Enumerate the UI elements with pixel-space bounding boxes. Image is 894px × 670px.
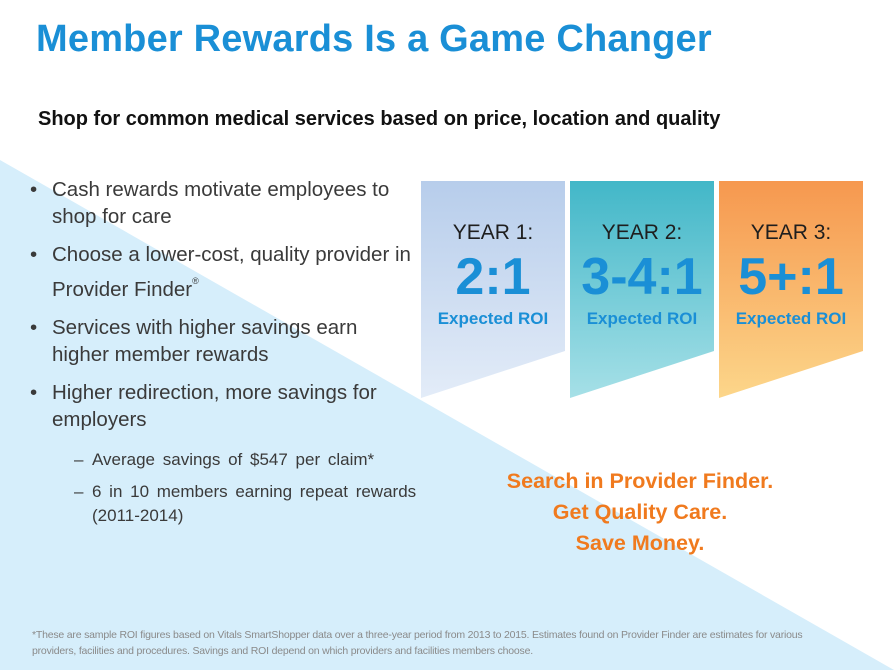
year-2-card (570, 181, 714, 398)
year-3-label: YEAR 3: (750, 221, 832, 244)
year-1-content: YEAR 1: 2:1 Expected ROI (418, 221, 568, 329)
call-to-action: Search in Provider Finder. Get Quality C… (470, 466, 810, 559)
slide-title: Member Rewards Is a Game Changer (36, 18, 712, 60)
bullet-dot-icon: • (30, 381, 38, 404)
bullet-text: Cash rewards motivate employees to shop … (52, 178, 390, 228)
footnote-line-1: *These are sample ROI figures based on V… (32, 629, 803, 641)
sub-bullet-item: – Average savings of $547 per claim* (30, 448, 422, 472)
bullet-text: Services with higher savings earn higher… (52, 316, 358, 366)
bullet-text: Choose a lower-cost, quality provider in… (52, 243, 411, 301)
footnote: *These are sample ROI figures based on V… (32, 627, 832, 659)
slide-subtitle: Shop for common medical services based o… (38, 108, 721, 130)
bullet-item: • Services with higher savings earn high… (30, 314, 420, 368)
bullet-text: Higher redirection, more savings for emp… (52, 381, 377, 431)
year-1-label: YEAR 1: (452, 221, 534, 244)
sub-bullet-text: 6 in 10 members earning repeat rewards (… (92, 482, 417, 525)
year-1-roi-label: Expected ROI (437, 309, 549, 328)
bullet-dot-icon: • (30, 316, 38, 339)
footnote-line-2: providers, facilities and procedures. Sa… (32, 645, 533, 657)
dash-icon: – (74, 482, 84, 501)
bullet-item: • Higher redirection, more savings for e… (30, 379, 420, 433)
cta-line-2: Get Quality Care. (552, 500, 728, 524)
year-2-roi-label: Expected ROI (586, 309, 698, 328)
cta-line-1: Search in Provider Finder. (506, 469, 774, 493)
year-1-card (421, 181, 565, 398)
year-2-label: YEAR 2: (601, 221, 683, 244)
sub-bullet-text: Average savings of $547 per claim* (92, 450, 375, 469)
bullet-dot-icon: • (30, 243, 38, 266)
year-2-content: YEAR 2: 3-4:1 Expected ROI (567, 221, 717, 329)
year-3-roi-label: Expected ROI (735, 309, 847, 328)
year-3-card (719, 181, 863, 398)
dash-icon: – (74, 450, 84, 469)
year-1-ratio: 2:1 (455, 248, 531, 306)
registered-mark: ® (192, 276, 199, 286)
bullet-item: • Cash rewards motivate employees to sho… (30, 176, 420, 230)
year-3-content: YEAR 3: 5+:1 Expected ROI (716, 221, 866, 329)
bullet-list: • Cash rewards motivate employees to sho… (30, 176, 420, 536)
year-2-ratio: 3-4:1 (581, 248, 703, 306)
sub-bullet-item: – 6 in 10 members earning repeat rewards… (30, 480, 422, 528)
year-3-ratio: 5+:1 (738, 248, 844, 306)
cta-line-3: Save Money. (575, 531, 705, 555)
bullet-dot-icon: • (30, 178, 38, 201)
bullet-item: • Choose a lower-cost, quality provider … (30, 241, 420, 303)
